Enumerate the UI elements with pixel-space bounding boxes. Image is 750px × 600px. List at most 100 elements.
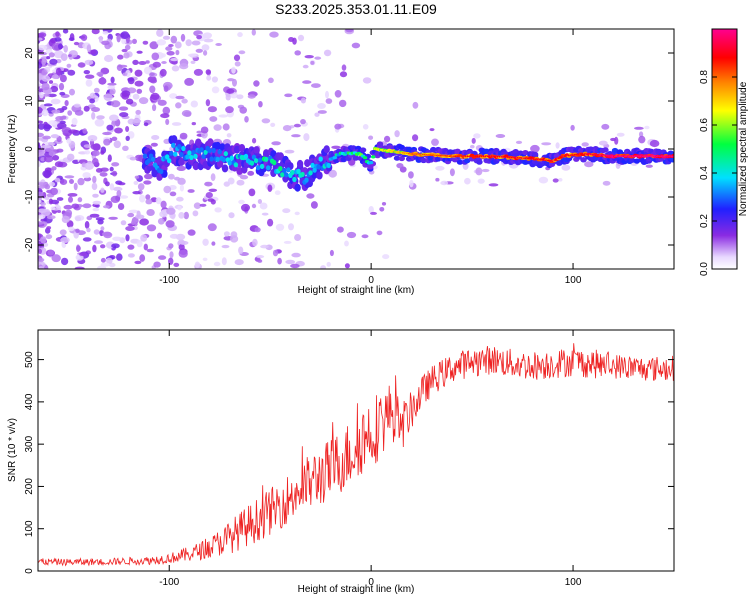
heatmap-cell [215, 43, 222, 46]
heatmap-cell [580, 157, 587, 163]
heatmap-cell [45, 234, 53, 240]
heatmap-cell [257, 157, 263, 163]
heatmap-cell [96, 115, 105, 120]
heatmap-cell [49, 58, 58, 65]
heatmap-cell [103, 205, 110, 209]
heatmap-cell [134, 69, 143, 77]
heatmap-cell [59, 91, 66, 96]
heatmap-cell [376, 230, 383, 236]
heatmap-cell [152, 104, 157, 112]
heatmap-cell [122, 72, 128, 77]
heatmap-cell [125, 126, 130, 132]
heatmap-cell [86, 227, 91, 233]
heatmap-cell [121, 92, 130, 100]
heatmap-cell [221, 244, 230, 249]
heatmap-cell [38, 184, 46, 189]
x-tick-label: 0 [368, 577, 374, 588]
heatmap-cell [161, 61, 167, 64]
heatmap-cell [132, 59, 139, 65]
heatmap-cell [587, 146, 594, 152]
heatmap-cell [558, 178, 563, 182]
x-tick-label: -100 [159, 577, 179, 588]
heatmap-cell [127, 212, 135, 218]
heatmap-cell [145, 199, 153, 205]
heatmap-cell [77, 62, 86, 68]
heatmap-cell [38, 160, 41, 168]
heatmap-cell [205, 192, 213, 199]
y-tick-label: 200 [24, 478, 35, 495]
y-tick-label: 400 [24, 393, 35, 410]
heatmap-cell [143, 66, 153, 75]
heatmap-cell [174, 41, 182, 49]
heatmap-cell [145, 194, 151, 200]
heatmap-cell [300, 97, 306, 104]
heatmap-cell [175, 95, 185, 100]
heatmap-cell [267, 184, 273, 192]
heatmap-cell [175, 49, 180, 56]
colorbar: 0.0 0.2 0.4 0.6 0.8 Normalized spectral ampl… [699, 28, 749, 276]
heatmap-cell [179, 184, 184, 192]
heatmap-cell [238, 199, 245, 205]
heatmap-cell [40, 202, 46, 206]
heatmap-cell [435, 156, 442, 162]
heatmap-cell [292, 176, 297, 183]
heatmap-cell [82, 172, 91, 179]
heatmap-cell [40, 209, 51, 217]
heatmap-cell [320, 265, 326, 269]
heatmap-cell [334, 123, 342, 130]
heatmap-cell [399, 166, 407, 173]
heatmap-cell [58, 82, 65, 91]
heatmap-cell [339, 99, 347, 108]
heatmap-cell [195, 48, 203, 53]
heatmap-cell [109, 90, 115, 95]
heatmap-cell [48, 198, 54, 205]
heatmap-cell [275, 223, 285, 231]
heatmap-cell [213, 124, 222, 131]
heatmap-cell [159, 68, 167, 77]
heatmap-cell [251, 29, 256, 36]
heatmap-cell [159, 168, 164, 175]
heatmap-cell [41, 82, 50, 91]
heatmap-cell [302, 64, 309, 69]
heatmap-cell [394, 130, 400, 138]
heatmap-cell [67, 110, 73, 116]
heatmap-cell [125, 234, 130, 242]
heatmap-cell [233, 162, 239, 168]
heatmap-cell [38, 106, 43, 114]
heatmap-cell [199, 147, 204, 153]
heatmap-cell [181, 145, 186, 152]
heatmap-cell [187, 229, 196, 236]
heatmap-cell [75, 216, 81, 222]
heatmap-cell [100, 76, 105, 85]
heatmap-cell [297, 34, 305, 42]
heatmap-cell [311, 83, 321, 88]
y-tick-label: 500 [24, 351, 35, 368]
heatmap-cell [100, 226, 105, 231]
heatmap-cell [227, 177, 235, 185]
heatmap-cell [134, 80, 144, 87]
heatmap-cell [213, 261, 221, 267]
heatmap-cell [100, 150, 105, 155]
heatmap-cell [231, 66, 236, 74]
snr-xlabel: Height of straight line (km) [298, 584, 415, 595]
heatmap-cell [430, 146, 437, 153]
heatmap-cell [282, 168, 287, 174]
heatmap-cell [254, 227, 261, 233]
heatmap-cell [168, 243, 174, 249]
heatmap-cell [201, 153, 206, 159]
heatmap-cell [139, 218, 150, 226]
heatmap-cell [196, 35, 203, 40]
heatmap-cell [176, 196, 184, 202]
heatmap-cell [314, 56, 322, 60]
heatmap-cell [103, 138, 111, 146]
heatmap-cell [160, 200, 167, 209]
heatmap-cell [531, 151, 539, 157]
heatmap-cell [223, 231, 230, 237]
heatmap-cell [223, 151, 228, 157]
heatmap-cell [151, 135, 160, 140]
heatmap-cell [257, 199, 262, 204]
heatmap-cell [277, 257, 282, 265]
heatmap-cell [74, 266, 85, 269]
